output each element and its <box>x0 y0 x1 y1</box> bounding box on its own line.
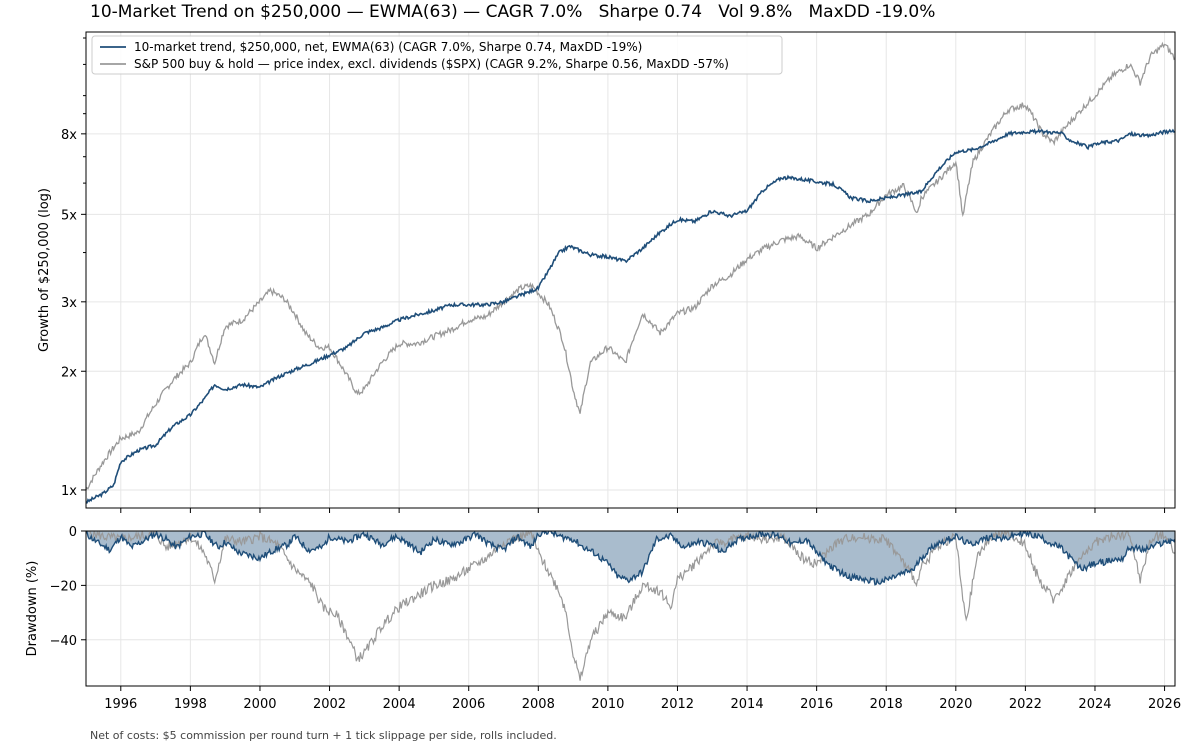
legend-box <box>91 35 783 75</box>
x-tick-label: 2012 <box>661 697 694 712</box>
bottom-ylabel: Drawdown (%) <box>25 561 40 657</box>
drawdown-area-trend <box>86 531 1175 585</box>
top-panel-bg <box>86 32 1175 508</box>
x-tick-label: 2006 <box>452 697 485 712</box>
top-y-tick-label: 8x <box>61 128 77 143</box>
bottom-y-tick-label: −40 <box>50 634 77 649</box>
series-line-sp500 <box>86 41 1175 491</box>
x-tick-label: 2002 <box>313 697 346 712</box>
drawdown-line-trend <box>86 531 1175 586</box>
x-tick-label: 2010 <box>591 697 624 712</box>
legend-item-trend-label: 10-market trend, $250,000, net, EWMA(63)… <box>134 40 642 54</box>
top-panel-frame <box>85 31 1176 509</box>
x-tick-label: 1996 <box>104 697 137 712</box>
bottom-y-tick-label: 0 <box>69 525 77 540</box>
x-tick-label: 2000 <box>243 697 276 712</box>
x-tick-label: 2018 <box>870 697 903 712</box>
x-tick-label: 2008 <box>522 697 555 712</box>
top-y-tick-label: 3x <box>61 296 77 311</box>
series-line-trend <box>86 128 1175 504</box>
top-y-tick-label: 1x <box>61 484 77 499</box>
bottom-plot-area <box>86 531 1175 681</box>
x-tick-label: 2004 <box>383 697 416 712</box>
x-tick-label: 2024 <box>1078 697 1111 712</box>
x-tick-label: 2026 <box>1148 697 1181 712</box>
x-tick-label: 2022 <box>1009 697 1042 712</box>
top-y-tick-label: 2x <box>61 365 77 380</box>
x-tick-label: 2014 <box>731 697 764 712</box>
x-tick-label: 2020 <box>939 697 972 712</box>
top-plot-area <box>86 41 1175 504</box>
top-ylabel: Growth of $250,000 (log) <box>37 188 52 352</box>
chart-title: 10-Market Trend on $250,000 — EWMA(63) —… <box>90 2 936 22</box>
bottom-y-tick-label: −20 <box>50 579 77 594</box>
x-tick-label: 1998 <box>174 697 207 712</box>
legend-item-sp500-label: S&P 500 buy & hold — price index, excl. … <box>134 57 729 71</box>
bottom-panel-frame <box>85 530 1176 687</box>
x-tick-label: 2016 <box>800 697 833 712</box>
footnote: Net of costs: $5 commission per round tu… <box>90 729 557 742</box>
top-y-tick-label: 5x <box>61 208 77 223</box>
